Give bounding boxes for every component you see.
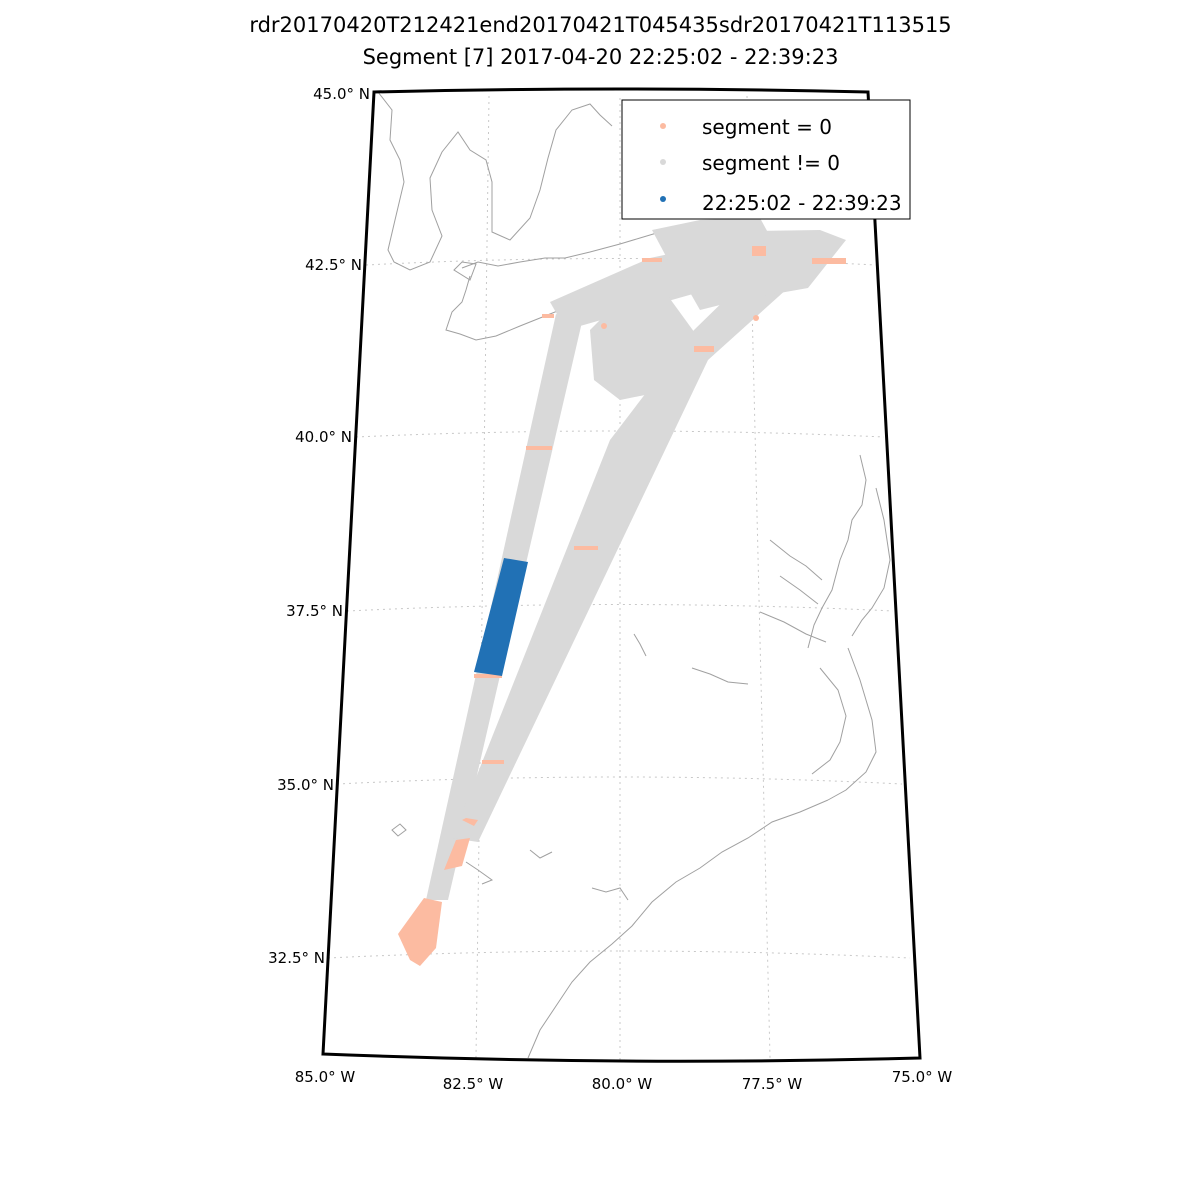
small-lake-center [465,861,494,885]
lake-saint-clair [453,261,477,281]
swath-diagonal-leg [452,246,808,842]
map-frame [321,87,922,1063]
small-lake-west [391,823,407,837]
swath-zero-band-38 [574,546,598,550]
legend-item-highlight: 22:25:02 - 22:39:23 [660,191,902,215]
lake-erie-south-shore [445,275,561,341]
legend-label-segment-zero: segment = 0 [702,115,832,139]
lat-label-45: 45.0° N [313,85,370,103]
lon-label-85: 85.0° W [295,1068,356,1086]
legend-label-highlight: 22:25:02 - 22:39:23 [702,191,902,215]
swath-zero-band-41 [694,346,714,352]
outer-banks [827,647,877,801]
swath-zero-dot-41-b [753,315,759,321]
swath-zero-dot-41 [601,323,607,329]
lake-huron-shore [377,91,613,271]
lake-norman-area [529,849,553,859]
legend-item-segment-nonzero: segment != 0 [660,151,840,175]
lat-label-35: 35.0° N [277,776,334,794]
swath-fan-center [590,296,700,400]
swath-zero-band-36 [474,674,502,678]
lat-tick-labels: 45.0° N 42.5° N 40.0° N 37.5° N 35.0° N … [268,85,370,967]
rappahannock-river [779,575,819,605]
swath-zero-band-42-c [752,246,766,256]
legend: segment = 0 segment != 0 22:25:02 - 22:3… [621,99,911,220]
chesapeake-bay [807,454,867,649]
pamlico-sound-shore [811,667,847,775]
swath-segment-zero [398,246,846,966]
lake-marion [591,887,629,901]
swath-zero-band-35-b [482,760,504,764]
swath-zero-start-loop [398,898,442,966]
swath-segment-nonzero [426,218,846,900]
lon-label-75: 75.0° W [892,1068,953,1086]
potomac-river [769,539,823,581]
swath-zero-band-35 [462,818,478,826]
swath-highlight-segment-7 [474,558,528,676]
legend-marker-highlight [660,196,666,202]
map-subtitle: Segment [7] 2017-04-20 22:25:02 - 22:39:… [362,45,839,69]
swath-zero-band-40 [526,446,552,450]
gridline-lon-77-5 [746,95,771,1059]
lake-erie-north-shore [461,231,661,269]
kerr-lake [691,667,749,685]
legend-marker-segment-zero [660,123,666,129]
james-river [759,611,827,643]
lat-label-42-5: 42.5° N [305,256,362,274]
lon-label-80: 80.0° W [592,1075,653,1093]
legend-marker-segment-nonzero [660,159,666,165]
legend-item-segment-zero: segment = 0 [660,115,832,139]
legend-box [621,99,911,220]
swath-zero-band-42-b [812,258,846,264]
swath-zero-start-band [444,838,470,870]
lat-label-40: 40.0° N [295,428,352,446]
gridline-lat-37-5 [346,604,894,612]
delmarva-coast [851,487,891,637]
gridline-lon-82-5 [475,95,490,1059]
swath-zero-band-41-b [542,314,554,318]
swath-zero-band-42 [642,258,662,262]
legend-label-segment-nonzero: segment != 0 [702,151,840,175]
carolina-coast [527,799,829,1059]
swath-fan-north [652,218,772,262]
map-title: rdr20170420T212421end20170421T045435sdr2… [249,13,952,37]
lat-label-32-5: 32.5° N [268,949,325,967]
lon-label-82-5: 82.5° W [443,1075,504,1093]
lon-label-77-5: 77.5° W [742,1075,803,1093]
swath-upper-segment [550,250,700,330]
lon-tick-labels: 85.0° W 82.5° W 80.0° W 77.5° W 75.0° W [295,1068,953,1093]
coastlines [377,91,891,1059]
small-lake-virginia [633,633,647,657]
lat-label-37-5: 37.5° N [286,602,343,620]
